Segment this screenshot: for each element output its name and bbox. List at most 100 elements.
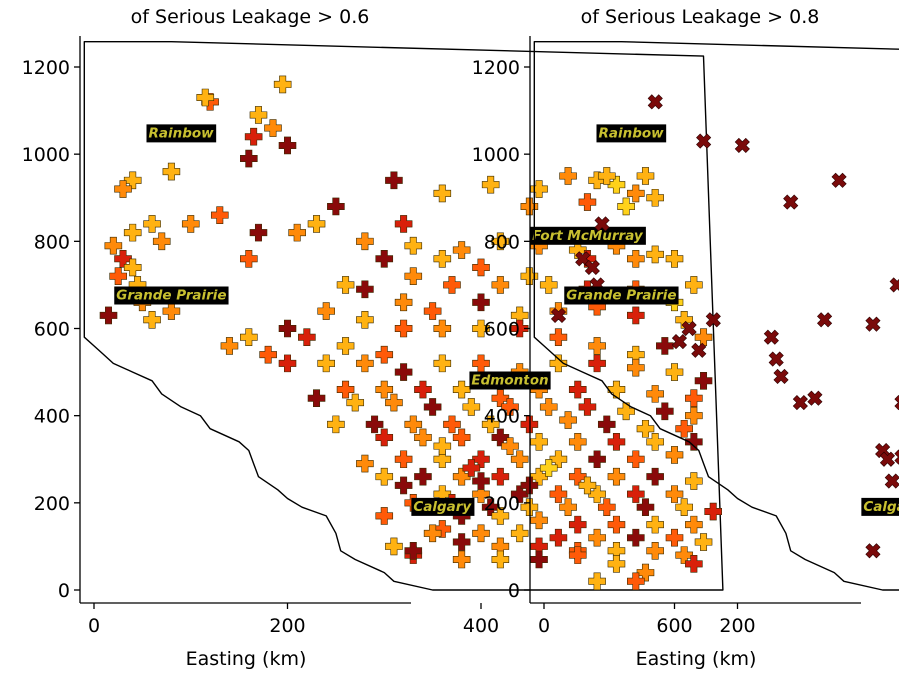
data-point-plus [433, 249, 452, 268]
data-point-plus [491, 276, 510, 294]
data-point-plus [404, 236, 423, 255]
data-point-plus [636, 563, 655, 582]
data-point-plus [578, 398, 597, 416]
city-label-text: Calgary [863, 499, 899, 515]
data-point-plus [162, 302, 181, 320]
data-point-x [671, 334, 688, 350]
data-point-x [817, 312, 833, 328]
data-point-plus [539, 459, 558, 477]
data-point-plus [109, 267, 127, 285]
data-point-x [734, 137, 750, 154]
data-point-plus [607, 467, 626, 486]
panel-right-ytick-label: 200 [484, 493, 520, 515]
city-label-text: Rainbow [148, 125, 214, 141]
data-point-plus [549, 528, 568, 547]
data-point-plus [481, 175, 500, 194]
city-label-box [114, 286, 229, 305]
data-point-plus [240, 149, 258, 168]
data-point-x [763, 329, 779, 345]
city-label-box [146, 124, 217, 143]
data-point-plus [273, 75, 292, 94]
data-point-plus [114, 180, 132, 198]
data-point-plus [375, 467, 394, 486]
panel-left-province-border [83, 41, 724, 591]
data-point-plus [510, 524, 529, 543]
data-point-plus [423, 302, 442, 320]
data-point-x [681, 320, 697, 337]
data-point-plus [385, 537, 403, 556]
data-point-plus [510, 319, 529, 338]
data-point-x [691, 342, 707, 358]
data-point-plus [636, 419, 655, 438]
data-point-plus [627, 485, 645, 503]
data-point-plus [264, 119, 282, 137]
panel-left-ytick-label: 1000 [22, 144, 70, 166]
data-point-x [879, 451, 896, 467]
data-point-plus [356, 232, 374, 251]
data-point-plus [433, 450, 452, 469]
data-point-plus [443, 415, 461, 434]
data-point-plus [210, 206, 229, 224]
data-point-plus [685, 555, 703, 573]
data-point-plus [656, 337, 674, 355]
data-point-plus [143, 310, 161, 329]
data-point-plus [646, 467, 664, 486]
data-point-plus [307, 215, 326, 233]
data-point-plus [539, 398, 558, 416]
data-point-plus [346, 393, 365, 412]
panel-left-xtick-label: 400 [463, 615, 499, 637]
data-point-plus [646, 245, 664, 264]
data-point-plus [307, 389, 326, 408]
panel-right-ytick-label: 1200 [472, 57, 520, 79]
data-point-plus [433, 354, 452, 373]
panel-left-ytick-label: 1200 [22, 57, 70, 79]
data-point-plus [588, 572, 606, 591]
city-label: Rainbow [146, 124, 217, 143]
data-point-plus [617, 402, 635, 421]
data-point-plus [607, 433, 626, 451]
data-point-plus [568, 515, 587, 534]
data-point-plus [452, 550, 471, 569]
data-point-plus [491, 467, 510, 486]
data-point-plus [646, 541, 664, 560]
panel-right: of Serious Leakage > 0.8 Easting (km) 0 2… [472, 6, 899, 670]
data-point-plus [617, 197, 635, 216]
data-point-x [594, 216, 610, 232]
data-point-plus [462, 398, 481, 416]
data-point-plus [675, 419, 693, 438]
data-point-plus [510, 450, 529, 469]
panel-left-ytick-label: 800 [34, 231, 70, 253]
data-point-plus [394, 319, 413, 338]
data-point-plus [394, 215, 413, 233]
data-point-plus [627, 249, 645, 268]
data-point-plus [414, 428, 432, 447]
data-point-plus [491, 507, 510, 525]
data-point-plus [452, 467, 471, 486]
data-point-plus [240, 328, 258, 347]
city-label-text: Edmonton [471, 372, 548, 388]
data-point-plus [588, 354, 606, 373]
data-point-plus [278, 354, 297, 373]
data-point-plus [356, 354, 374, 373]
data-point-plus [423, 524, 442, 543]
data-point-plus [694, 328, 713, 347]
data-point-plus [694, 372, 713, 390]
panel-left-title: of Serious Leakage > 0.6 [131, 6, 370, 28]
data-point-plus [375, 507, 394, 525]
data-point-plus [423, 398, 442, 416]
data-point-plus [356, 310, 374, 329]
panel-right-province-border [533, 41, 899, 591]
data-point-plus [607, 555, 626, 573]
panel-right-xtick-label: 0 [538, 615, 550, 637]
data-point-plus [375, 380, 394, 399]
data-point-plus [539, 276, 558, 294]
data-point-plus [510, 485, 529, 503]
city-label: Edmonton [469, 371, 551, 390]
data-point-plus [123, 223, 142, 242]
data-point-plus [462, 459, 481, 477]
panel-right-ytick-label: 600 [484, 319, 520, 341]
panel-left-xlabel: Easting (km) [186, 648, 307, 670]
data-point-plus [472, 485, 490, 503]
data-point-plus [481, 415, 500, 434]
